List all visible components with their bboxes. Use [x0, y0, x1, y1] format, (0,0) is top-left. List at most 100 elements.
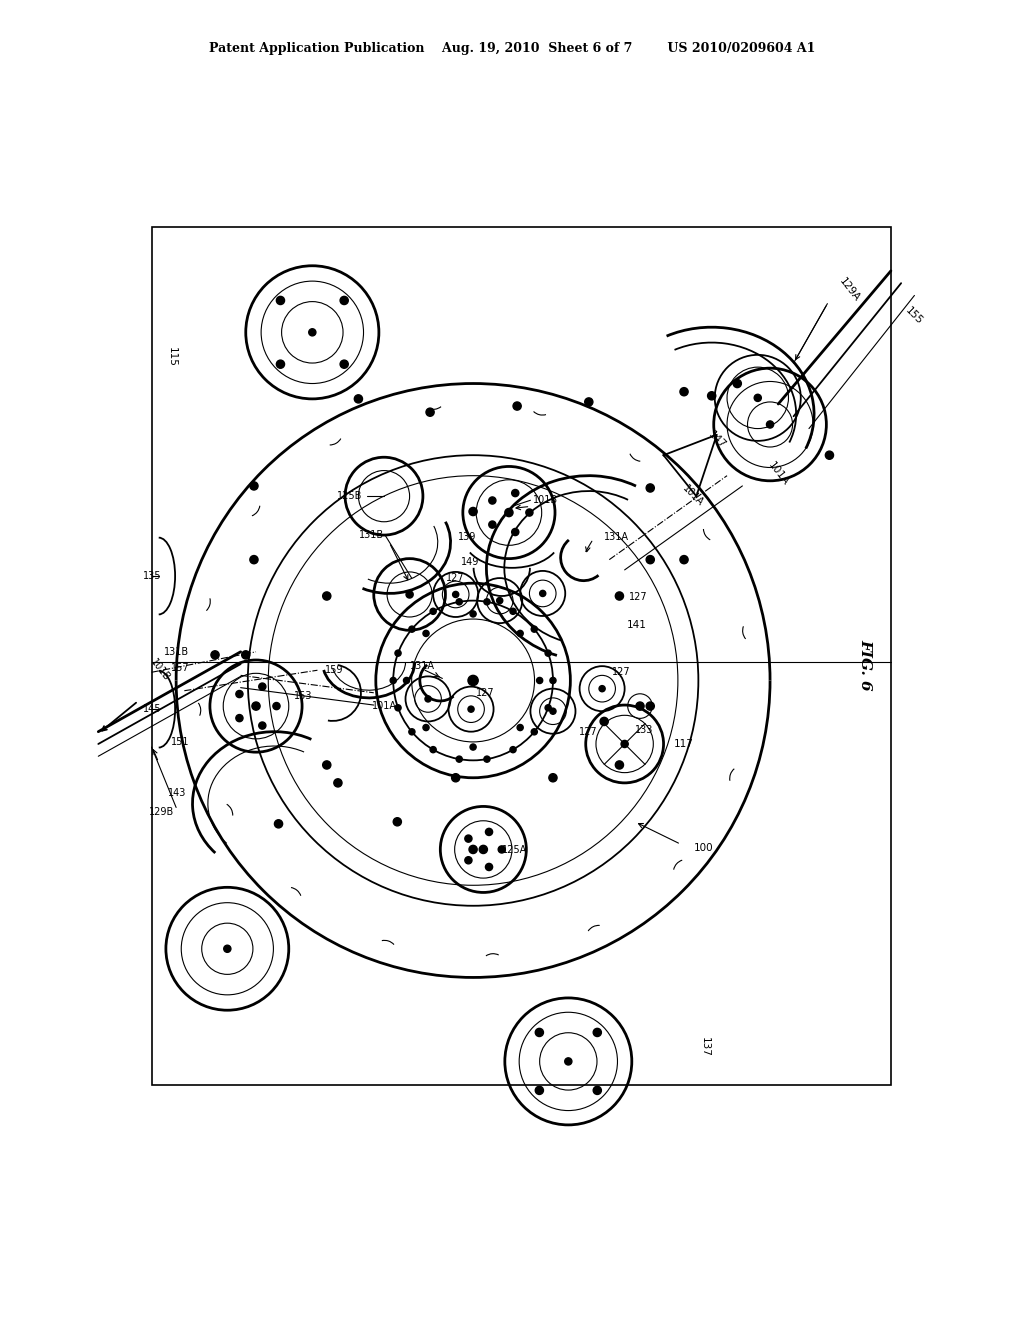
Circle shape	[323, 760, 331, 770]
Circle shape	[549, 774, 557, 781]
Circle shape	[488, 521, 496, 528]
Text: 101A: 101A	[681, 484, 706, 508]
Text: 127: 127	[476, 688, 495, 698]
Circle shape	[250, 556, 258, 564]
Circle shape	[599, 685, 605, 692]
Circle shape	[470, 611, 476, 616]
Text: 147: 147	[707, 429, 727, 450]
Text: 125B: 125B	[337, 491, 362, 502]
Circle shape	[340, 297, 348, 305]
Circle shape	[505, 508, 513, 516]
Circle shape	[545, 649, 551, 656]
Circle shape	[430, 609, 436, 614]
Circle shape	[465, 857, 472, 863]
Circle shape	[545, 705, 551, 711]
Circle shape	[484, 756, 490, 762]
Circle shape	[593, 1086, 601, 1094]
Circle shape	[636, 702, 644, 710]
Circle shape	[497, 598, 503, 603]
Circle shape	[406, 591, 414, 598]
Text: 117: 117	[674, 739, 693, 748]
Circle shape	[593, 1028, 601, 1036]
Text: 153: 153	[294, 690, 312, 701]
Circle shape	[223, 945, 231, 952]
Circle shape	[680, 388, 688, 396]
Circle shape	[825, 451, 834, 459]
FancyBboxPatch shape	[152, 227, 891, 1085]
Circle shape	[456, 756, 462, 762]
Circle shape	[276, 360, 285, 368]
Text: 141: 141	[627, 620, 646, 630]
Circle shape	[259, 682, 266, 690]
Circle shape	[680, 556, 688, 564]
Text: 131B: 131B	[164, 647, 189, 657]
Circle shape	[395, 705, 401, 711]
Text: 131A: 131A	[410, 661, 434, 671]
Text: 139: 139	[458, 532, 476, 543]
Circle shape	[615, 760, 624, 770]
Circle shape	[423, 725, 429, 730]
Circle shape	[453, 591, 459, 598]
Circle shape	[488, 496, 496, 504]
Circle shape	[409, 729, 415, 735]
Circle shape	[536, 1086, 544, 1094]
Circle shape	[512, 490, 519, 496]
Circle shape	[340, 360, 348, 368]
Circle shape	[423, 631, 429, 636]
Text: 131A: 131A	[604, 532, 629, 543]
Text: 127: 127	[612, 668, 631, 677]
Circle shape	[390, 677, 396, 684]
Circle shape	[550, 677, 556, 684]
Circle shape	[646, 702, 654, 710]
Text: Patent Application Publication    Aug. 19, 2010  Sheet 6 of 7        US 2010/020: Patent Application Publication Aug. 19, …	[209, 42, 815, 55]
Circle shape	[309, 329, 315, 335]
Circle shape	[621, 741, 628, 747]
Circle shape	[615, 591, 624, 601]
Circle shape	[646, 484, 654, 492]
Circle shape	[395, 649, 401, 656]
Circle shape	[484, 599, 490, 605]
Circle shape	[469, 507, 477, 516]
Circle shape	[403, 677, 410, 684]
Circle shape	[393, 817, 401, 826]
Circle shape	[526, 510, 532, 516]
Circle shape	[259, 722, 266, 729]
Circle shape	[536, 1028, 544, 1036]
Circle shape	[409, 626, 415, 632]
Circle shape	[513, 403, 521, 411]
Text: 159: 159	[325, 665, 343, 676]
Text: 101B: 101B	[532, 495, 558, 506]
Circle shape	[236, 714, 243, 722]
Circle shape	[550, 708, 556, 714]
Circle shape	[646, 556, 654, 564]
Circle shape	[272, 702, 281, 710]
Circle shape	[531, 626, 538, 632]
Circle shape	[733, 379, 741, 388]
Circle shape	[498, 846, 506, 853]
Circle shape	[565, 1057, 571, 1065]
Circle shape	[517, 631, 523, 636]
Circle shape	[354, 395, 362, 403]
Text: 131B: 131B	[358, 531, 384, 540]
Circle shape	[465, 836, 472, 842]
Circle shape	[468, 706, 474, 713]
Circle shape	[469, 845, 477, 854]
Circle shape	[517, 725, 523, 730]
Circle shape	[430, 747, 436, 752]
Circle shape	[468, 676, 478, 685]
Circle shape	[211, 651, 219, 659]
Circle shape	[250, 482, 258, 490]
Circle shape	[510, 609, 516, 614]
Circle shape	[274, 820, 283, 828]
Circle shape	[540, 590, 546, 597]
Circle shape	[585, 397, 593, 407]
Text: 155: 155	[903, 305, 925, 326]
Text: FIG. 6: FIG. 6	[858, 639, 872, 690]
Text: 127: 127	[629, 591, 647, 602]
Text: 137: 137	[699, 1038, 710, 1057]
Circle shape	[456, 599, 462, 605]
Circle shape	[485, 829, 493, 836]
Text: 100: 100	[694, 843, 714, 854]
Circle shape	[470, 744, 476, 750]
Circle shape	[334, 779, 342, 787]
